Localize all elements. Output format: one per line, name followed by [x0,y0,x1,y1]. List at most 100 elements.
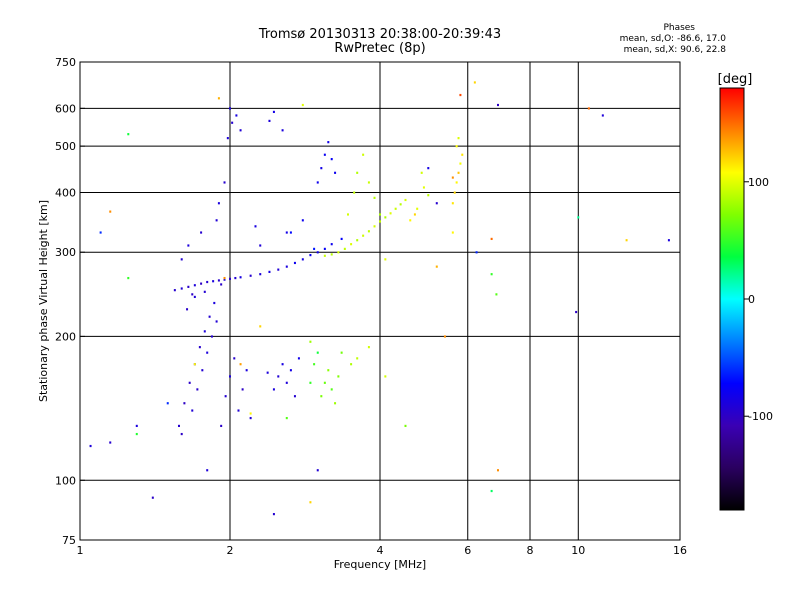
y-tick-label: 100 [55,474,76,487]
data-point-o [183,402,186,405]
data-point-x [404,424,407,428]
data-point-o [259,244,262,247]
data-point-x [416,207,419,210]
phase-stats-o: mean, sd,O: -86.6, 17.0 [619,34,726,44]
data-point-x [453,191,456,194]
data-point-o [203,330,206,333]
data-point-o [188,381,191,384]
data-point-o [289,369,292,372]
data-point-x [625,239,628,242]
data-point-x [379,213,381,216]
data-point-x [327,369,330,372]
data-point-x [135,432,138,436]
data-point-x [323,254,326,257]
colorbar-label: [deg] [718,72,753,87]
x-tick-label: 16 [673,544,687,557]
data-point-x [193,363,196,366]
data-point-o [223,181,226,184]
y-tick-label: 500 [55,140,76,153]
data-point-x [457,137,460,140]
data-point-o [309,254,312,257]
data-point-x [350,243,353,246]
data-point-x [413,213,416,216]
colorbar-ticks: 100 0 -100 [744,176,773,423]
data-point-o [285,381,288,384]
x-tick-label: 6 [464,544,471,557]
data-point-x [490,273,493,276]
data-point-o [667,239,670,242]
data-point-o [166,402,169,405]
data-point-o [327,141,330,144]
data-point-o [293,395,296,398]
x-tick-label: 1 [77,544,84,557]
data-point-o [475,251,478,254]
data-point-o [254,225,257,228]
x-tick-label: 10 [571,544,585,557]
phase-colorbar: [deg] 100 0 -100 [718,72,773,511]
data-point-x [316,351,319,354]
data-point-o [135,424,138,428]
data-point-o [245,369,248,372]
data-point-x [384,375,387,378]
data-point-o [226,137,229,140]
data-point-o [249,274,252,277]
data-point-x [346,213,349,216]
data-point-x [109,210,112,213]
data-point-x [259,325,262,328]
data-point-o [180,258,183,261]
data-point-o [277,375,280,378]
chart-subtitle: RwPretec (8p) [334,41,426,56]
data-point-x [451,202,454,205]
data-point-x [459,162,462,165]
y-tick-label: 200 [55,330,76,343]
data-point-x [340,351,343,354]
data-point-o [206,280,209,284]
data-point-x [309,381,312,384]
data-point-o [206,469,209,472]
data-point-x [367,181,370,184]
data-point-x [443,335,446,338]
data-point-x [239,363,242,366]
data-point-o [200,282,203,285]
x-axis-label: Frequency [MHz] [334,558,426,571]
data-point-x [427,194,430,197]
data-point-x [394,207,397,210]
axis-ticks: 1 2 4 6 8 10 16 75 100 200 300 400 500 600 750 [55,56,687,557]
data-point-o [215,219,218,222]
data-point-x [399,203,402,206]
data-point-o [277,268,280,271]
data-point-o [289,231,292,234]
data-point-o [220,283,223,286]
data-point-o [198,346,201,349]
data-point-o [301,258,304,261]
plot-frame [79,61,681,541]
data-point-o [316,181,319,184]
data-point-o [229,375,231,378]
data-point-o [229,107,231,110]
data-point-o [601,114,604,117]
data-point-o [259,273,262,276]
data-point-o [191,293,194,296]
data-point-x [451,231,454,234]
data-point-o [323,247,326,250]
colorbar-tick-label: 100 [748,176,769,189]
data-point-o [187,244,190,247]
data-point-x [343,247,346,250]
data-point-o [212,280,215,283]
data-point-o [151,496,154,499]
data-point-o [203,290,206,293]
data-point-o [193,284,196,287]
y-tick-label: 600 [55,102,76,115]
data-point-o [224,395,227,398]
data-point-o [239,276,242,279]
data-point-x [330,388,333,391]
data-point-o [323,153,326,156]
data-point-x [422,186,425,189]
data-point-x [362,234,365,237]
data-point-x [384,258,387,261]
data-point-o [193,295,196,299]
data-point-o [241,388,244,391]
data-point-o [293,261,296,265]
data-point-o [330,243,333,246]
